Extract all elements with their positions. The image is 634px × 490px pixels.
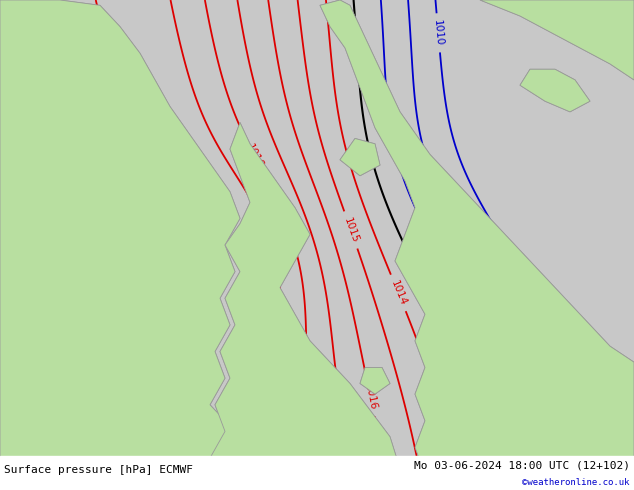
Polygon shape — [210, 122, 400, 490]
Polygon shape — [0, 0, 240, 490]
Polygon shape — [480, 0, 634, 80]
Polygon shape — [340, 139, 380, 176]
Text: 1012: 1012 — [517, 448, 534, 477]
Polygon shape — [210, 122, 400, 490]
Text: ©weatheronline.co.uk: ©weatheronline.co.uk — [522, 478, 630, 487]
Polygon shape — [340, 139, 380, 176]
Text: 1011: 1011 — [463, 241, 485, 269]
Polygon shape — [360, 368, 390, 394]
Text: 1015: 1015 — [342, 216, 360, 244]
Polygon shape — [320, 0, 634, 490]
Polygon shape — [480, 0, 634, 80]
Polygon shape — [0, 0, 240, 490]
Polygon shape — [0, 0, 100, 490]
Polygon shape — [520, 69, 590, 112]
Text: 1016: 1016 — [363, 383, 378, 411]
Text: 1014: 1014 — [389, 279, 408, 307]
Polygon shape — [360, 368, 390, 394]
Text: Surface pressure [hPa] ECMWF: Surface pressure [hPa] ECMWF — [4, 465, 193, 475]
Text: 1010: 1010 — [432, 19, 444, 47]
Bar — [0, 456, 634, 490]
Text: 1019: 1019 — [275, 443, 288, 471]
Text: 1017: 1017 — [342, 443, 356, 471]
Text: Mo 03-06-2024 18:00 UTC (12+102): Mo 03-06-2024 18:00 UTC (12+102) — [414, 461, 630, 470]
Text: 1021: 1021 — [168, 197, 191, 224]
Text: 1022: 1022 — [170, 443, 183, 471]
Polygon shape — [520, 69, 590, 112]
Polygon shape — [320, 0, 634, 490]
Text: 1018: 1018 — [244, 142, 265, 170]
Text: 1013: 1013 — [420, 284, 441, 312]
Polygon shape — [0, 0, 100, 490]
